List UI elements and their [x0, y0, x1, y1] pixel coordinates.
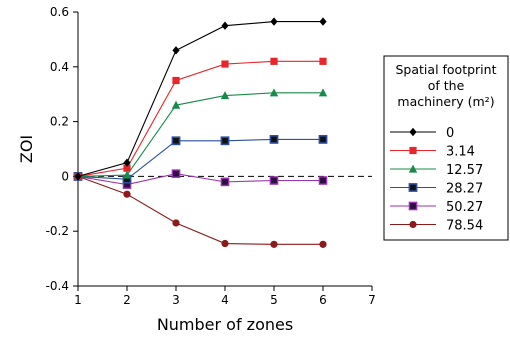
series-line — [77, 92, 323, 177]
data-point — [123, 190, 131, 198]
series-line — [77, 138, 323, 180]
data-point — [220, 136, 230, 146]
y-tick-label: 0 — [61, 169, 69, 183]
x-tick-label: 2 — [123, 293, 131, 307]
data-point — [319, 17, 327, 26]
data-point — [221, 239, 229, 248]
data-point — [74, 172, 82, 181]
data-point — [171, 169, 181, 178]
legend-item: 3.14 — [390, 145, 475, 160]
legend-label: 28.27 — [446, 182, 483, 197]
data-point — [221, 60, 229, 68]
legend-title-line: of the — [428, 78, 465, 93]
data-point — [220, 91, 230, 100]
legend-title-line: Spatial footprint — [396, 62, 497, 77]
series-layer — [73, 17, 328, 248]
data-point — [220, 177, 230, 187]
data-point — [270, 240, 278, 248]
data-point — [318, 88, 328, 97]
data-point — [171, 136, 181, 146]
data-point — [123, 164, 131, 172]
data-point — [269, 88, 279, 97]
data-point — [269, 176, 279, 185]
series-0 — [74, 17, 327, 181]
legend-item: 28.27 — [390, 182, 483, 197]
series-line — [77, 60, 323, 177]
data-point — [270, 17, 278, 26]
legend-marker — [409, 146, 417, 155]
legend-item: 78.54 — [390, 219, 483, 234]
legend-title-line: machinery (m²) — [397, 94, 494, 109]
x-axis-label: Number of zones — [157, 315, 293, 334]
series-50-27 — [73, 169, 328, 189]
legend-marker — [408, 201, 418, 211]
data-point — [270, 57, 278, 65]
data-point — [318, 135, 328, 144]
y-tick-label: 0.6 — [50, 5, 69, 19]
y-tick-label: 0.4 — [50, 60, 69, 74]
legend-label: 0 — [446, 126, 454, 141]
data-point — [171, 100, 181, 109]
y-axis-label: ZOI — [17, 135, 36, 163]
data-point — [319, 240, 327, 248]
x-tick-label: 1 — [74, 293, 82, 307]
legend-label: 50.27 — [446, 200, 483, 215]
data-point — [172, 76, 180, 85]
legend-label: 3.14 — [446, 145, 475, 160]
legend-label: 78.54 — [446, 219, 483, 234]
x-tick-label: 3 — [172, 293, 180, 307]
data-point — [122, 170, 132, 179]
series-78-54 — [74, 172, 327, 248]
series-3-14 — [74, 57, 327, 180]
legend-label: 12.57 — [446, 163, 483, 178]
series-line — [77, 175, 323, 245]
data-point — [319, 57, 327, 65]
legend-marker — [408, 183, 418, 192]
data-point — [172, 46, 180, 55]
series-12-57 — [73, 88, 328, 180]
x-tick-label: 4 — [221, 293, 229, 307]
x-tick-label: 6 — [319, 293, 327, 307]
legend-item: 12.57 — [390, 163, 483, 178]
y-tick-label: -0.4 — [46, 279, 69, 293]
y-tick-label: -0.2 — [46, 224, 69, 238]
data-point — [172, 219, 180, 227]
x-tick-label: 7 — [368, 293, 376, 307]
data-point — [221, 21, 229, 30]
legend-item: 0 — [390, 126, 454, 141]
legend-item: 50.27 — [390, 200, 483, 215]
data-point — [318, 176, 328, 185]
data-point — [269, 135, 279, 144]
x-tick-label: 5 — [270, 293, 278, 307]
data-point — [123, 158, 131, 167]
series-line — [77, 21, 323, 177]
series-line — [77, 173, 323, 186]
axes: 0.6 0.4 0.2 0 -0.2 -0.4 1 2 3 4 5 6 7 Number of zones… — [17, 5, 376, 334]
legend-marker — [408, 164, 418, 173]
y-tick-label: 0.2 — [50, 115, 69, 129]
legend-marker — [409, 220, 417, 229]
legend-marker — [409, 127, 417, 137]
legend-box — [383, 55, 509, 241]
